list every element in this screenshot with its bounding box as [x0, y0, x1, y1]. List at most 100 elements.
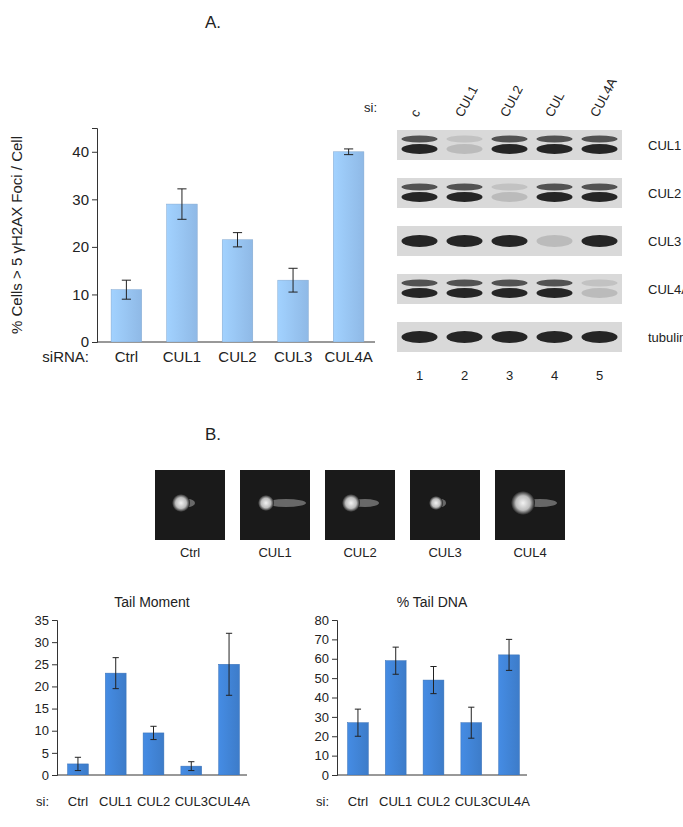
error-stem [77, 757, 78, 770]
tick-mark [332, 756, 337, 757]
error-stem [357, 709, 358, 736]
error-cap [233, 246, 242, 247]
lane-number: 4 [551, 368, 558, 383]
lane-label: CUL4A [587, 75, 620, 119]
bar [167, 204, 198, 342]
tick-label: CUL1 [379, 794, 412, 809]
tick: 40 [72, 143, 97, 160]
tick-mark [52, 731, 57, 732]
error-bar [288, 268, 297, 292]
plot-area [111, 149, 364, 342]
error-cap [393, 674, 399, 675]
tick: 40 [315, 690, 337, 705]
blot-band [537, 192, 573, 202]
error-cap [188, 770, 194, 771]
tick-mark [332, 775, 337, 776]
blot-strip [397, 226, 622, 256]
x-label: siRNA: [42, 348, 89, 365]
tick: 30 [72, 191, 97, 208]
error-cap [344, 148, 353, 149]
tick-mark [332, 659, 337, 660]
tick-mark [332, 639, 337, 640]
lane-label: c [407, 106, 424, 119]
y-axis: 05101520253035 [35, 613, 58, 783]
tick-label: Ctrl [348, 794, 368, 809]
tick-label: 30 [35, 635, 49, 650]
blot-band [492, 331, 528, 343]
tick: 10 [35, 723, 57, 738]
tick: CUL3 [175, 794, 208, 809]
blot-band [537, 144, 573, 154]
chart: 010203040CtrlCUL1CUL2CUL3CUL4AsiRNA:% Ce… [8, 129, 375, 366]
tick-label: CUL4A [488, 794, 530, 809]
tick-label: CUL4A [208, 794, 250, 809]
x-axis: CtrlCUL1CUL2CUL3CUL4A [57, 775, 250, 809]
bar [222, 240, 253, 342]
error-bar [122, 280, 131, 299]
tick: CUL4A [324, 348, 372, 365]
chart: 05101520253035CtrlCUL1CUL2CUL3CUL4Asi:Ta… [35, 594, 251, 809]
blot-band [492, 136, 528, 143]
bar [143, 733, 164, 775]
tick: 70 [315, 632, 337, 647]
blot-band [492, 288, 528, 298]
blot-band [537, 280, 573, 287]
tick-mark [332, 736, 337, 737]
error-stem [229, 633, 230, 695]
blot-band [582, 235, 618, 247]
tick: 10 [315, 748, 337, 763]
blot-strip [397, 322, 622, 352]
tick-label: 50 [315, 671, 329, 686]
axis-line [52, 621, 58, 776]
y-label: % Cells > 5 γH2AX Foci / Cell [8, 136, 25, 334]
chart-title: Tail Moment [114, 594, 190, 610]
blot-band [492, 192, 528, 202]
comet-label: CUL2 [343, 545, 376, 560]
tick: 20 [72, 238, 97, 255]
tick: 30 [315, 710, 337, 725]
tick-label: CUL3 [175, 794, 208, 809]
bar [333, 152, 364, 342]
error-cap [150, 726, 156, 727]
error-stem [433, 667, 434, 694]
comet-head [429, 496, 443, 510]
tick-label: Ctrl [115, 348, 138, 365]
error-stem [181, 189, 182, 219]
error-cap [506, 639, 512, 640]
x-label: si: [316, 794, 329, 809]
x-axis: CtrlCUL1CUL2CUL3CUL4A [337, 775, 530, 809]
plot-area [348, 639, 520, 775]
error-stem [126, 280, 127, 299]
tick: 15 [35, 701, 57, 716]
error-cap [122, 280, 131, 281]
tick-label: CUL3 [274, 348, 312, 365]
blot-band [402, 280, 438, 287]
comet-label: CUL1 [258, 545, 291, 560]
tick: 80 [315, 613, 337, 628]
tick-mark [52, 620, 57, 621]
tick: 10 [72, 286, 97, 303]
error-bar [393, 647, 399, 674]
blot-band [582, 184, 618, 191]
tick: 20 [35, 679, 57, 694]
tick-mark [332, 717, 337, 718]
y-axis: 010203040 [72, 129, 97, 351]
error-cap [355, 709, 361, 710]
error-cap [430, 666, 436, 667]
error-cap [113, 657, 119, 658]
error-bar [113, 658, 119, 689]
tick-label: 20 [72, 238, 89, 255]
tick-label: CUL4A [324, 348, 372, 365]
error-cap [393, 647, 399, 648]
tick-mark [52, 775, 57, 776]
tick: CUL4A [488, 794, 530, 809]
blot-band [402, 192, 438, 202]
error-cap [177, 219, 186, 220]
tick-mark [52, 709, 57, 710]
comet-label: CUL3 [428, 545, 461, 560]
tick-label: Ctrl [68, 794, 88, 809]
error-cap [113, 688, 119, 689]
error-stem [293, 268, 294, 292]
tick: 5 [42, 746, 57, 761]
blot-strip [397, 274, 622, 304]
